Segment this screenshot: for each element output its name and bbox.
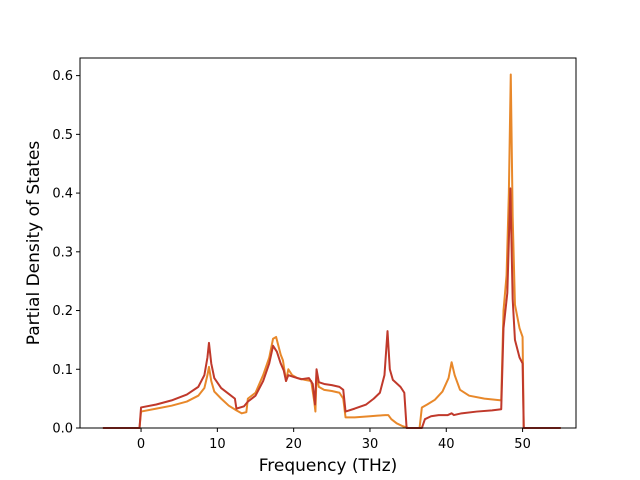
series-line-1 — [102, 73, 561, 429]
x-tick-label: 40 — [438, 437, 455, 452]
y-tick-label: 0.4 — [52, 187, 73, 202]
x-tick-label: 10 — [209, 437, 226, 452]
plot-area — [80, 58, 576, 428]
y-axis-title: Partial Density of States — [24, 141, 44, 346]
y-tick-label: 0.1 — [52, 363, 73, 378]
plot-frame — [79, 57, 577, 429]
x-axis-title: Frequency (THz) — [259, 456, 398, 476]
y-tick-label: 0.5 — [52, 128, 73, 143]
x-tick-label: 20 — [285, 437, 302, 452]
x-tick-label: 30 — [362, 437, 379, 452]
y-tick-label: 0.6 — [52, 69, 73, 84]
x-axis-ticks: 0 10 20 30 40 50 — [137, 428, 531, 452]
series-line-2 — [102, 187, 561, 429]
y-tick-label: 0.0 — [52, 422, 73, 437]
x-tick-label: 50 — [514, 437, 531, 452]
y-tick-label: 0.3 — [52, 245, 73, 260]
series-layer — [102, 73, 561, 429]
y-tick-label: 0.2 — [52, 304, 73, 319]
y-axis-ticks: 0.0 0.1 0.2 0.3 0.4 0.5 0.6 — [52, 69, 80, 437]
x-tick-label: 0 — [137, 437, 145, 452]
